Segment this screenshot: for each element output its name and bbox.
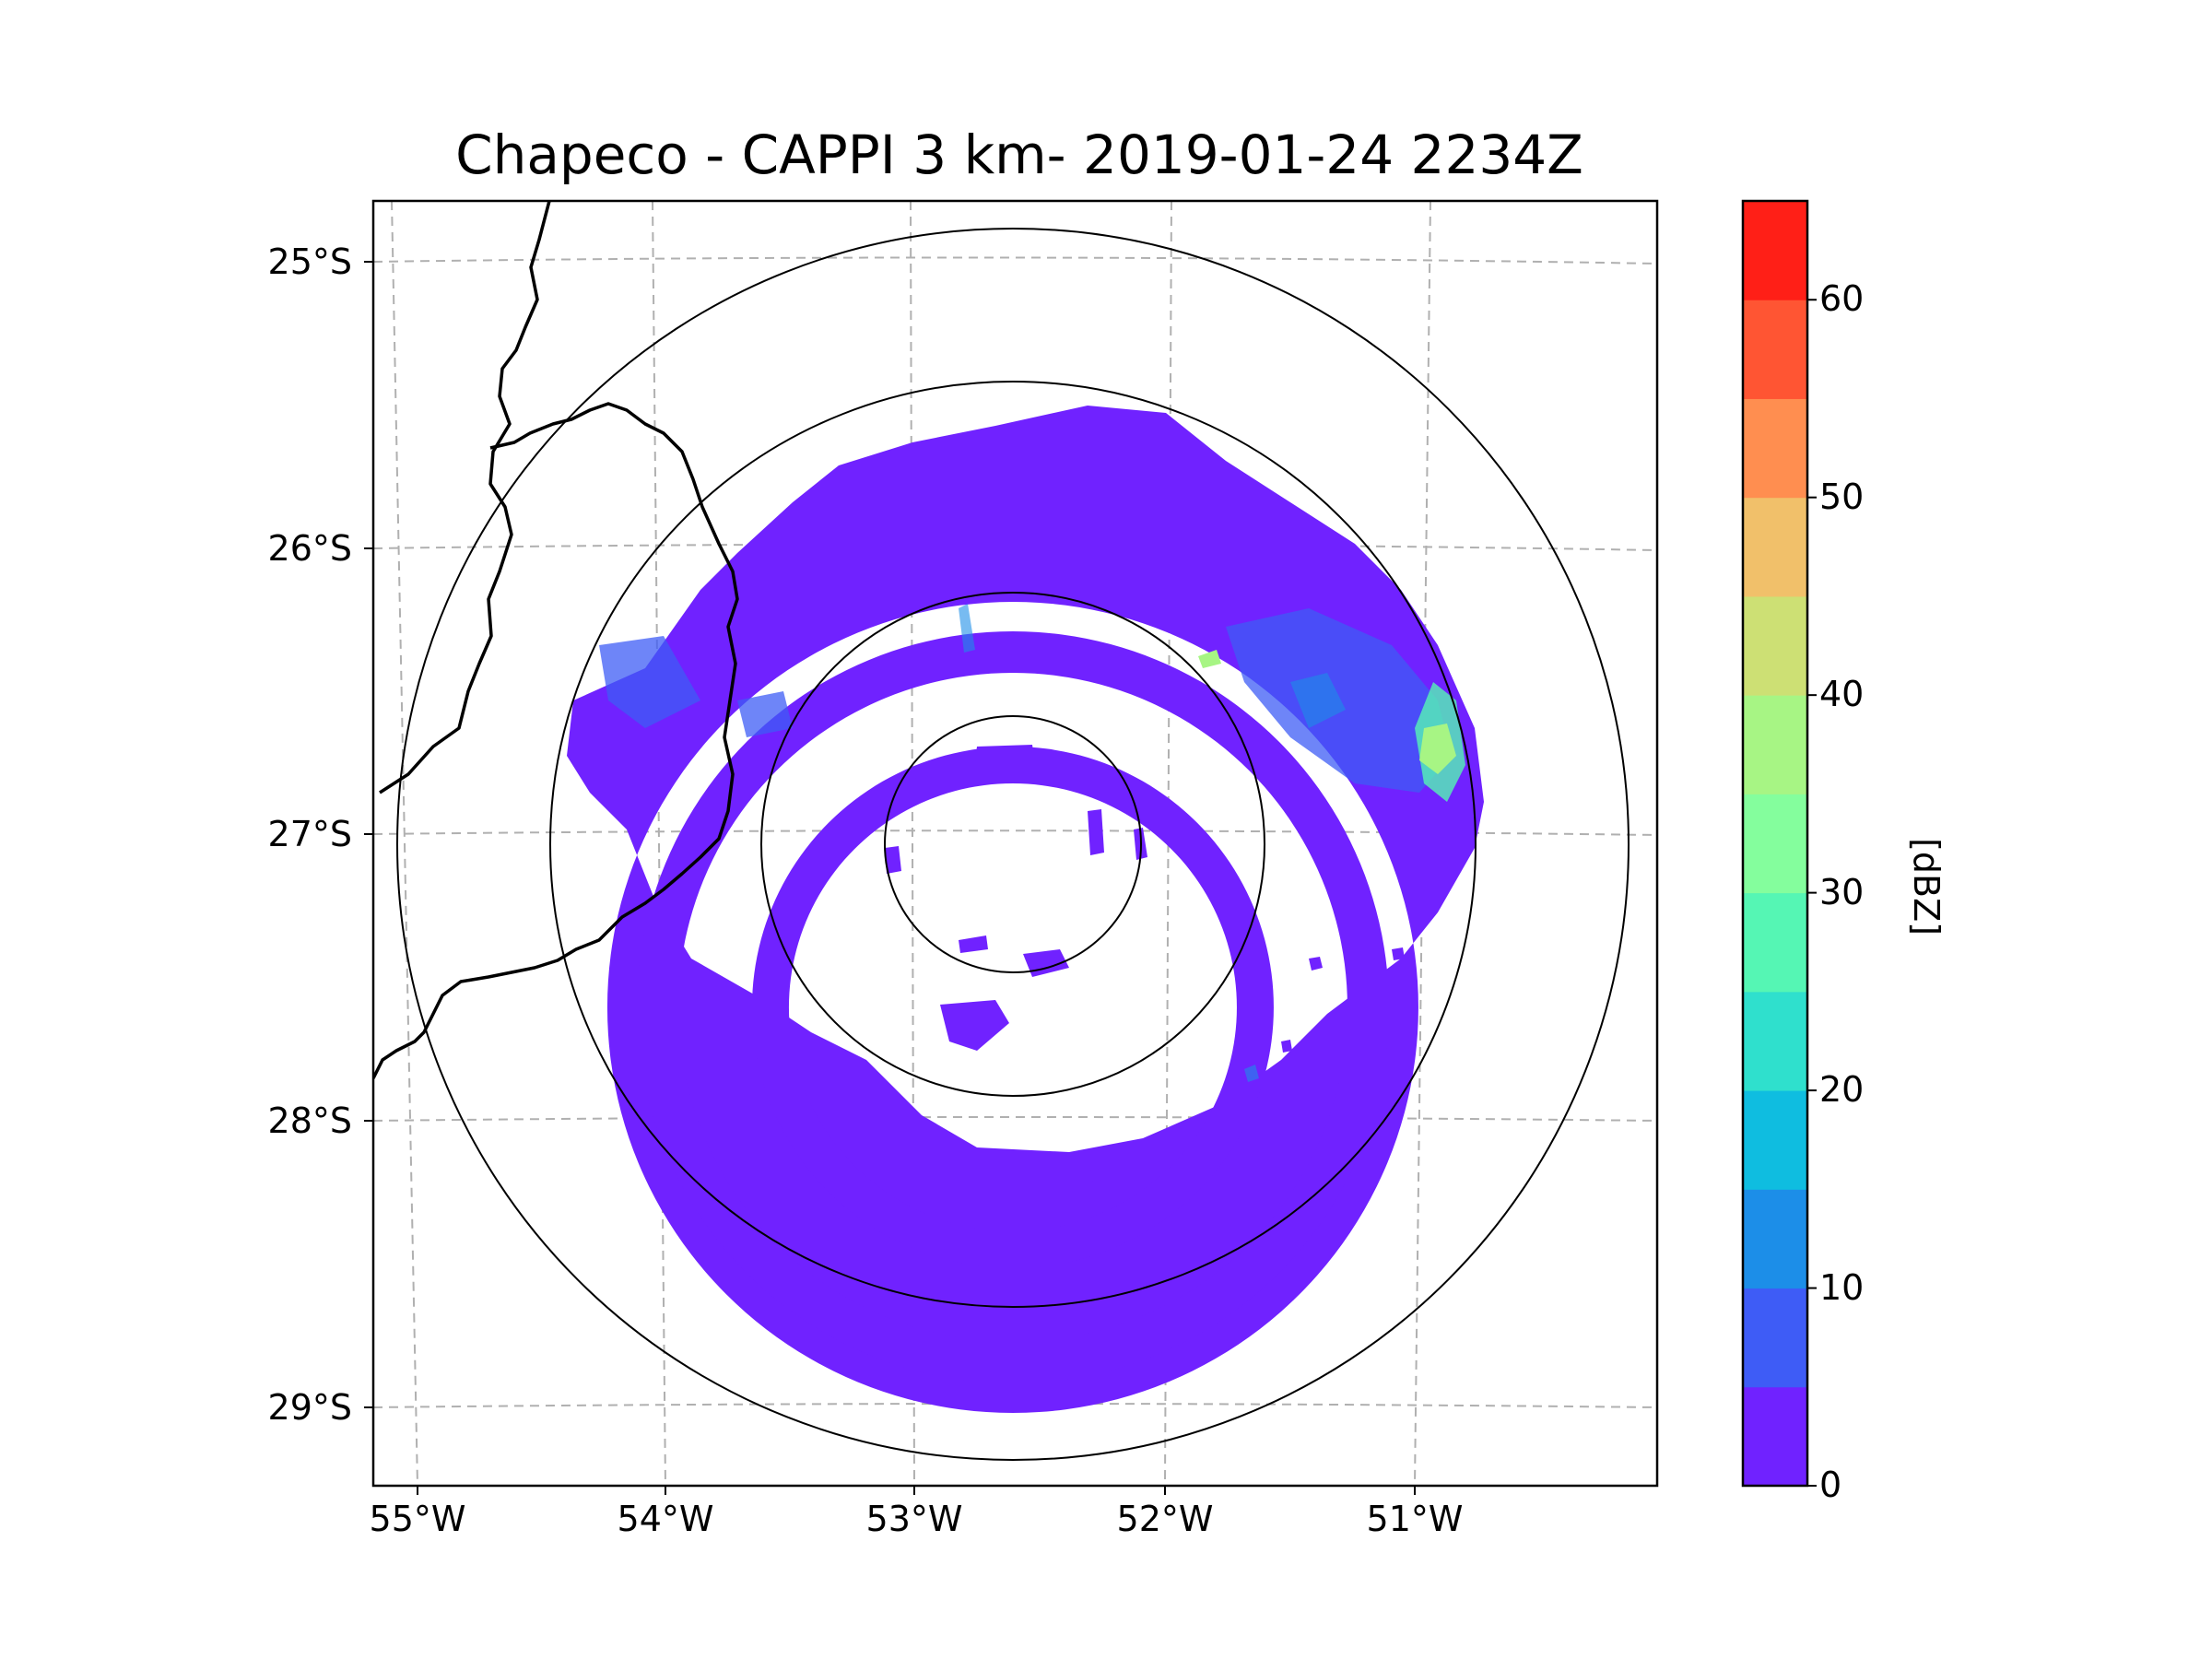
colorbar-bin-8 xyxy=(1743,595,1807,696)
border-argentina-brazil xyxy=(379,201,551,794)
radar-echoes xyxy=(567,406,1484,1413)
border-paraguay-brazil xyxy=(373,402,739,1079)
echo-south-blob xyxy=(940,949,1069,1051)
colorbar-bin-12 xyxy=(1743,201,1807,300)
colorbar-bin-6 xyxy=(1743,794,1807,894)
colorbar-label: [dBZ] xyxy=(1906,838,1947,935)
colorbar-tick-0: 0 xyxy=(1819,1465,1842,1505)
colorbar-tick-40: 40 xyxy=(1819,674,1865,714)
lon-label-53w: 53°W xyxy=(865,1499,963,1539)
lat-label-29s: 29°S xyxy=(267,1387,352,1428)
gridline-lat-28 xyxy=(373,1116,1657,1122)
lon-label-54w: 54°W xyxy=(617,1499,714,1539)
gridline-lon-54 xyxy=(652,201,666,1486)
gridline-lat-26 xyxy=(373,543,1657,551)
lon-label-55w: 55°W xyxy=(369,1499,466,1539)
range-rings xyxy=(396,228,1630,1461)
colorbar-bin-0 xyxy=(1743,1386,1807,1487)
echo-weak-east xyxy=(599,608,1452,793)
lat-label-28s: 28°S xyxy=(267,1100,352,1141)
colorbar-bin-3 xyxy=(1743,1090,1807,1190)
lon-label-51w: 51°W xyxy=(1366,1499,1464,1539)
range-ring-3 xyxy=(549,381,1477,1308)
colorbar-tick-60: 60 xyxy=(1819,278,1865,319)
lon-label-52w: 52°W xyxy=(1116,1499,1214,1539)
gridline-lat-29 xyxy=(373,1403,1657,1408)
gridline-lat-27 xyxy=(373,830,1657,836)
colorbar-bin-7 xyxy=(1743,695,1807,794)
colorbar-tick-20: 20 xyxy=(1819,1069,1865,1110)
range-ring-4 xyxy=(396,228,1630,1461)
map-title: Chapeco - CAPPI 3 km- 2019-01-24 2234Z xyxy=(455,124,1583,186)
echo-strongest xyxy=(1198,650,1456,774)
colorbar-bin-11 xyxy=(1743,300,1807,399)
colorbar-tick-50: 50 xyxy=(1819,477,1865,517)
colorbar-bin-10 xyxy=(1743,398,1807,499)
lat-label-27s: 27°S xyxy=(267,814,352,854)
gridline-lat-25 xyxy=(373,256,1657,265)
map-frame xyxy=(371,199,1659,1488)
gridline-lon-55 xyxy=(391,201,418,1486)
colorbar-bin-1 xyxy=(1743,1288,1807,1388)
colorbar-bin-2 xyxy=(1743,1189,1807,1289)
echo-core-scatter xyxy=(885,745,1147,953)
colorbar-tick-10: 10 xyxy=(1819,1267,1865,1308)
colorbar-bin-9 xyxy=(1743,497,1807,597)
lat-label-25s: 25°S xyxy=(267,241,352,282)
political-borders xyxy=(373,201,739,1079)
colorbar-frame xyxy=(1741,199,1809,1488)
colorbar-bin-5 xyxy=(1743,892,1807,993)
range-ring-2 xyxy=(760,592,1265,1097)
colorbar-bin-4 xyxy=(1743,991,1807,1091)
lat-label-26s: 26°S xyxy=(267,528,352,569)
colorbar-tick-30: 30 xyxy=(1819,872,1865,912)
colorbar xyxy=(1743,201,1817,1487)
range-ring-1 xyxy=(884,715,1142,973)
